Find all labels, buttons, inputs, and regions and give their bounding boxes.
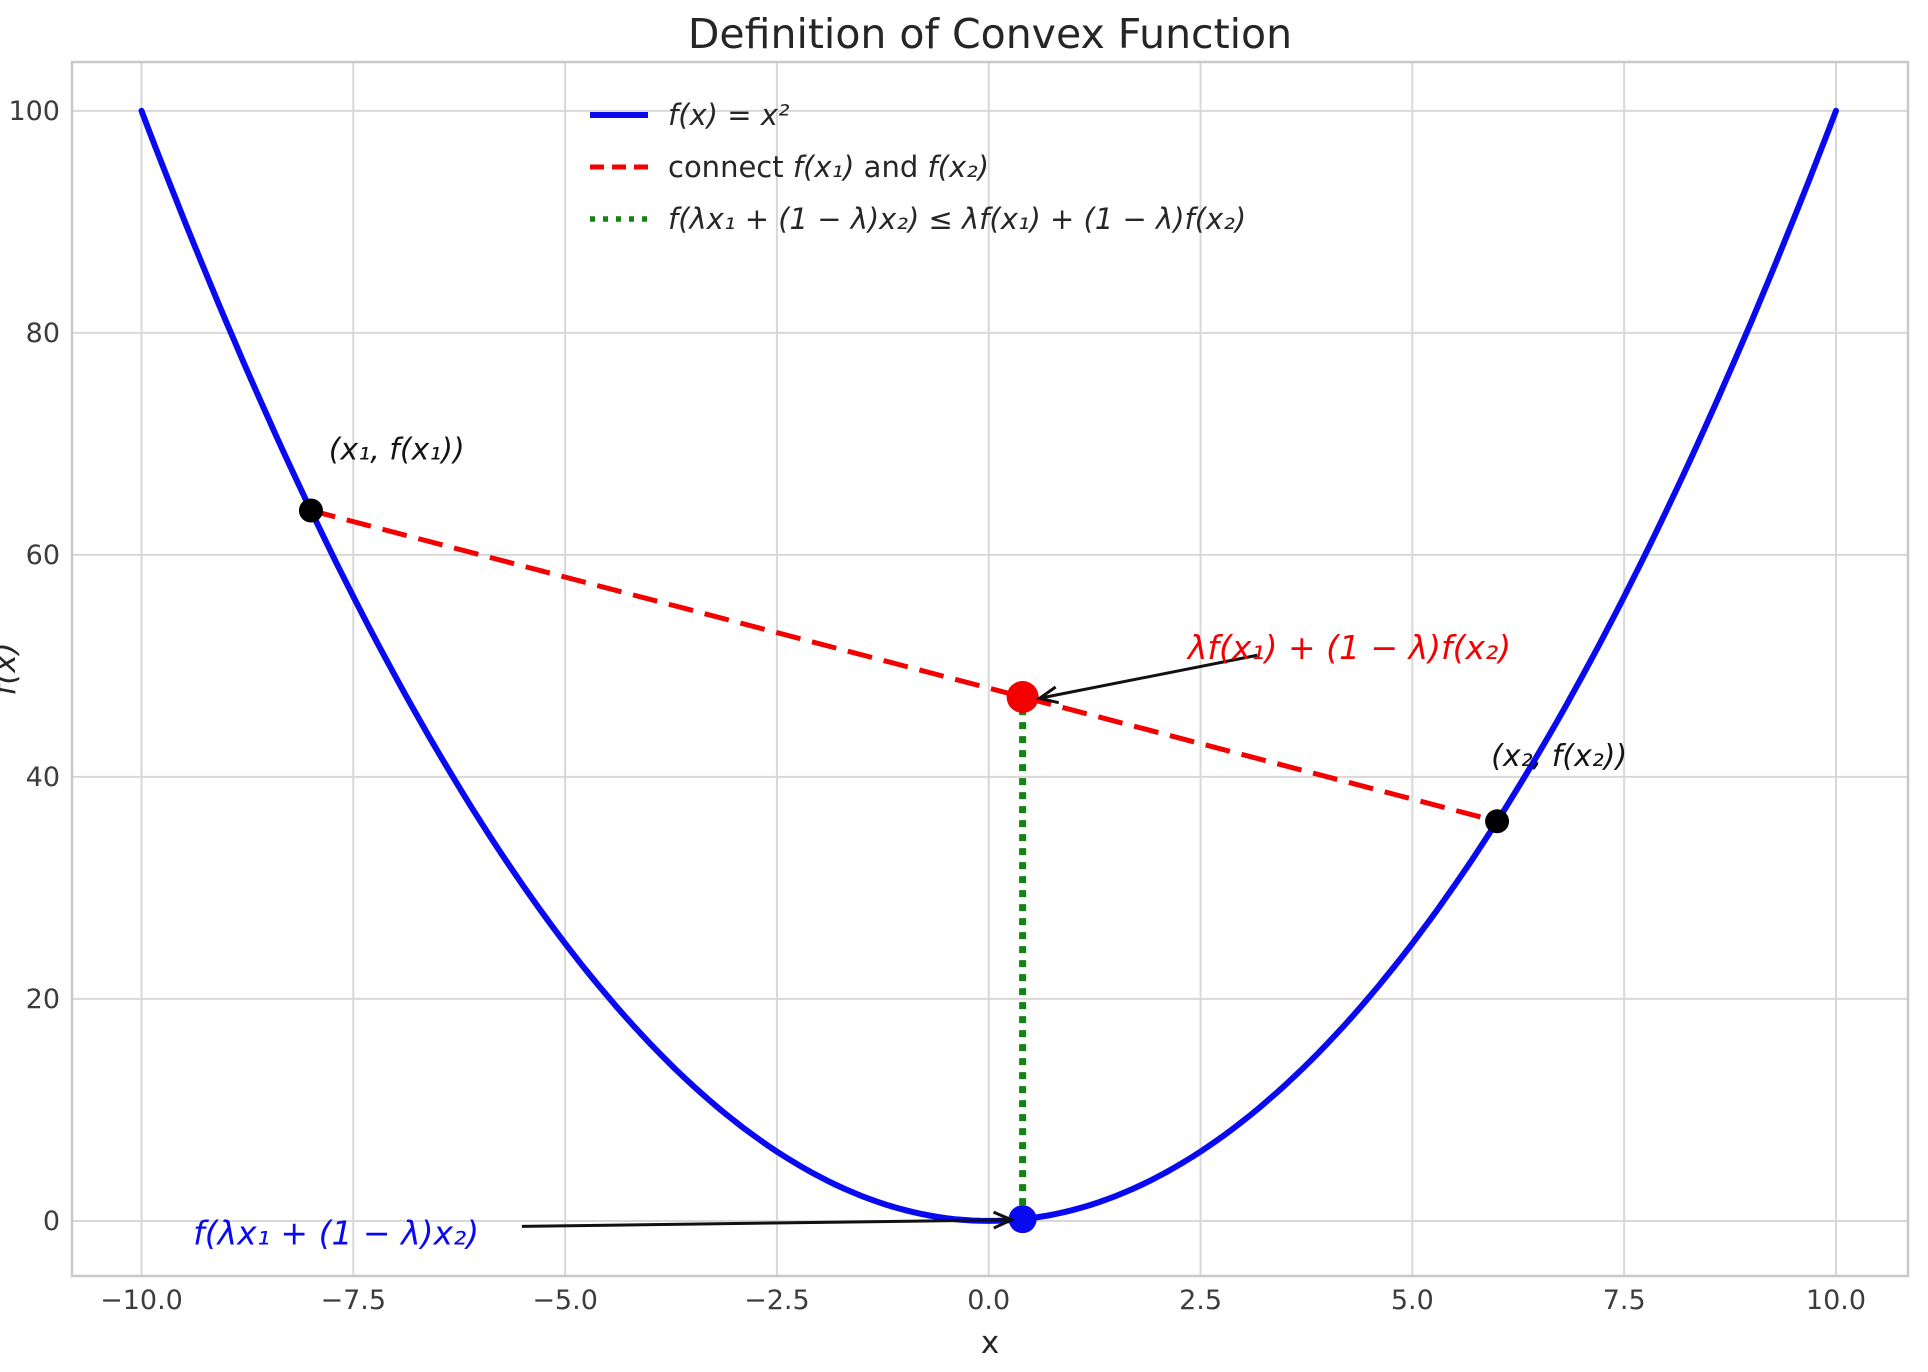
x-tick-label: −2.5: [744, 1285, 810, 1316]
label-function-value: f(λx₁ + (1 − λ)x₂): [193, 1213, 479, 1252]
point-chord-value: [1006, 680, 1039, 713]
legend: f(x) = x² connect f(x₁) and f(x₂) f(λx₁ + …: [590, 98, 1246, 236]
label-function-value-arrowhead: [992, 1210, 1016, 1230]
label-point-x2: (x₂, f(x₂)): [1491, 739, 1627, 774]
x-tick-label: 5.0: [1391, 1285, 1434, 1316]
y-tick-label: 0: [43, 1206, 60, 1237]
legend-label: f(λx₁ + (1 − λ)x₂) ≤ λf(x₁) + (1 − λ)f(x…: [668, 202, 1246, 236]
legend-item-fx-curve: f(x) = x²: [590, 98, 790, 132]
x-tick-label: −5.0: [532, 1285, 598, 1316]
x-tick-label: 0.0: [967, 1285, 1010, 1316]
y-tick-label: 20: [26, 984, 60, 1015]
chart-title: Definition of Convex Function: [688, 10, 1292, 58]
legend-item-chord-line: connect f(x₁) and f(x₂): [590, 150, 989, 184]
label-point-x1: (x₁, f(x₁)): [329, 432, 465, 467]
annotations: (x₁, f(x₁)) (x₂, f(x₂)) λf(x₁) + (1 − λ)f(…: [193, 432, 1627, 1252]
y-tick-label: 80: [26, 318, 60, 349]
point-x1: [298, 498, 323, 523]
tick-labels: −10.0 −7.5 −5.0 −2.5 0.0 2.5 5.0 7.5 10.0 0 20 40 60…: [8, 96, 1866, 1316]
data-points: [298, 498, 1510, 1234]
y-tick-label: 40: [26, 762, 60, 793]
y-tick-label: 100: [8, 96, 60, 127]
y-tick-label: 60: [26, 540, 60, 571]
legend-item-convexity-gap-line: f(λx₁ + (1 − λ)x₂) ≤ λf(x₁) + (1 − λ)f(x…: [590, 202, 1246, 236]
x-tick-label: 10.0: [1806, 1285, 1866, 1316]
point-function-value: [1008, 1205, 1037, 1234]
x-axis-label: x: [981, 1325, 999, 1361]
series-chord-line: [310, 508, 1498, 824]
x-tick-label: 7.5: [1603, 1285, 1646, 1316]
x-tick-label: 2.5: [1179, 1285, 1222, 1316]
label-chord-value-arrow: [1043, 653, 1258, 700]
label-chord-value: λf(x₁) + (1 − λ)f(x₂): [1186, 628, 1511, 667]
x-tick-label: −7.5: [321, 1285, 387, 1316]
label-chord-value-arrowhead: [1035, 685, 1060, 705]
label-function-value-arrow: [521, 1218, 1008, 1228]
x-tick-label: −10.0: [100, 1285, 183, 1316]
legend-label: connect f(x₁) and f(x₂): [668, 150, 989, 184]
legend-label: f(x) = x²: [668, 98, 790, 132]
plot-border: [70, 60, 1910, 1278]
y-axis-label: f(x): [0, 642, 23, 695]
point-x2: [1485, 809, 1510, 834]
